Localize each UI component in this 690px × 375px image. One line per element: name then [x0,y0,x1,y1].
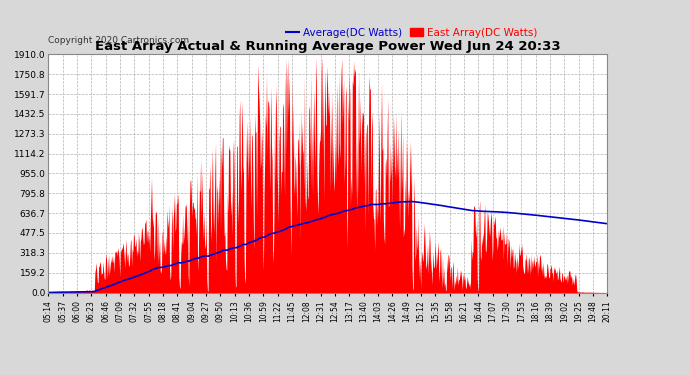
Title: East Array Actual & Running Average Power Wed Jun 24 20:33: East Array Actual & Running Average Powe… [95,40,560,53]
Legend: Average(DC Watts), East Array(DC Watts): Average(DC Watts), East Array(DC Watts) [282,24,542,42]
Text: Copyright 2020 Cartronics.com: Copyright 2020 Cartronics.com [48,36,190,45]
